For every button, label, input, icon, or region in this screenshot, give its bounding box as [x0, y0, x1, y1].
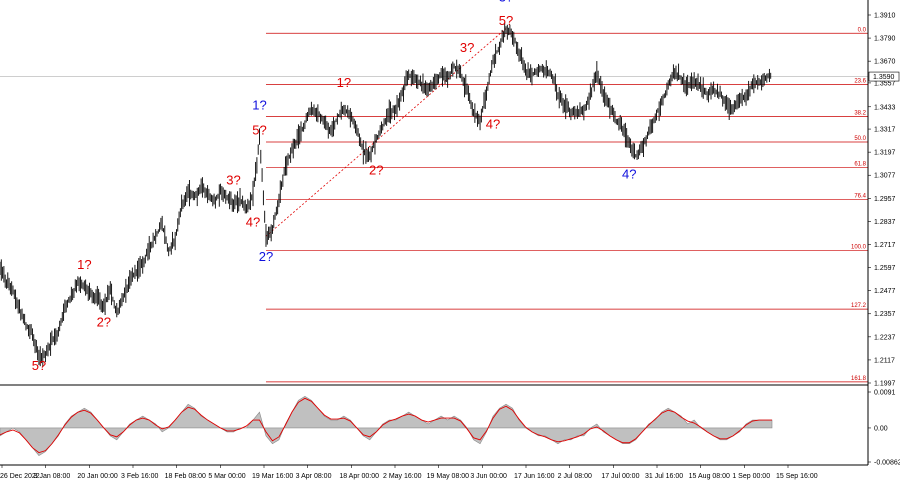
oscillator-axis: 0.0091 0.00 -0.00862	[868, 390, 900, 467]
price-tick-label: 1.3077	[874, 173, 896, 180]
price-tick-label: 1.2477	[874, 288, 896, 295]
fib-level-label: 100.0	[851, 244, 867, 250]
oscillator-tick-label: -0.00862	[874, 460, 900, 467]
price-tick-label: 1.1997	[874, 381, 896, 388]
wave-label[interactable]: 2?	[259, 249, 273, 264]
time-tick-label: 18 Feb 08:00	[165, 473, 206, 480]
wave-label[interactable]: 4?	[486, 116, 500, 131]
time-tick-label: 20 Jan 00:00	[77, 473, 118, 480]
current-price-label: 1.3590	[868, 71, 900, 82]
price-axis[interactable]: 1.3910 1.3790 1.3670 1.3557 1.3433 1.3317 1.31…	[868, 13, 896, 388]
time-tick-label: 1 Sep 00:00	[732, 473, 770, 480]
price-tick-label: 1.2597	[874, 265, 896, 272]
time-tick-label: 2 Jul 08:00	[558, 473, 592, 480]
time-tick-label: 17 Jun 16:00	[514, 473, 555, 480]
wave-label[interactable]: 5?	[32, 358, 46, 373]
price-tick-label: 1.2957	[874, 196, 896, 203]
price-tick-label: 1.3433	[874, 104, 896, 111]
price-tick-label: 1.2117	[874, 357, 895, 364]
price-tick-label: 1.2837	[874, 219, 896, 226]
fibonacci-retracement[interactable]: 0.0 23.6 38.2 50.0 61.8 76.4 100.0 127.2 161.8	[265, 27, 868, 383]
fib-level-label: 161.8	[851, 376, 867, 382]
price-tick-label: 1.3197	[874, 150, 896, 157]
fib-level-label: 127.2	[851, 303, 867, 309]
wave-label[interactable]: 3?	[460, 40, 474, 55]
fib-level-label: 0.0	[858, 27, 867, 33]
time-tick-label: 15 Sep 16:00	[776, 473, 818, 480]
wave-label[interactable]: 4?	[246, 215, 260, 230]
time-tick-label: 19 May 08:00	[427, 473, 470, 480]
time-tick-label: 2 May 16:00	[383, 473, 422, 480]
price-tick-label: 1.3790	[874, 36, 896, 43]
time-tick-label: 18 Apr 00:00	[339, 473, 379, 480]
price-tick-label: 1.3317	[874, 127, 896, 134]
time-tick-label: 3 Feb 16:00	[121, 473, 158, 480]
oscillator-tick-label: 0.00	[874, 425, 888, 432]
price-tick-label: 1.3557	[874, 80, 896, 87]
fib-level-label: 61.8	[854, 162, 866, 168]
time-tick-label: 3 Jan 08:00	[34, 473, 71, 480]
wave-trendline[interactable]	[265, 28, 507, 237]
price-tick-label: 1.3670	[874, 59, 896, 66]
time-tick-label: 3 Apr 08:00	[296, 473, 332, 480]
price-tick-label: 1.2717	[874, 242, 896, 249]
fib-level-label: 38.2	[854, 110, 866, 116]
fib-level-label: 76.4	[854, 193, 866, 199]
time-tick-label: 5 Mar 00:00	[208, 473, 245, 480]
time-tick-label: 26 Dec 2022	[0, 473, 40, 480]
current-price-box	[868, 71, 900, 82]
time-tick-label: 17 Jul 00:00	[601, 473, 639, 480]
time-tick-label: 31 Jul 16:00	[645, 473, 683, 480]
wave-label[interactable]: 1?	[77, 257, 91, 272]
wave-label[interactable]: 2?	[97, 315, 111, 330]
wave-label[interactable]: 4?	[622, 167, 636, 182]
wave-label[interactable]: 5?	[499, 13, 513, 28]
price-tick-label: 1.2357	[874, 311, 896, 318]
wave-label[interactable]: 5?	[252, 122, 266, 137]
time-tick-label: 3 Jun 00:00	[470, 473, 507, 480]
price-bars	[0, 22, 772, 367]
oscillator-panel	[0, 395, 773, 456]
wave-label[interactable]: 1?	[337, 75, 351, 90]
time-tick-label: 15 Aug 08:00	[689, 473, 730, 480]
price-tick-label: 1.2237	[874, 334, 896, 341]
fib-level-label: 50.0	[854, 136, 866, 142]
oscillator-signal-line	[0, 397, 772, 454]
time-tick-label: 19 Mar 16:00	[252, 473, 293, 480]
wave-label[interactable]: 3?	[499, 0, 513, 5]
fib-level-label: 23.6	[854, 79, 866, 85]
oscillator-tick-label: 0.0091	[874, 390, 896, 397]
price-tick-label: 1.3910	[874, 13, 896, 20]
wave-label[interactable]: 3?	[226, 172, 240, 187]
current-price-value: 1.3590	[873, 74, 895, 81]
wave-label[interactable]: 1?	[252, 97, 266, 112]
wave-labels[interactable]: 5? 1? 2? 3? 4? 1? 5? 2? 1? 2? 3? 4? 3? 5? 4?	[32, 0, 637, 373]
wave-label[interactable]: 2?	[369, 163, 383, 178]
